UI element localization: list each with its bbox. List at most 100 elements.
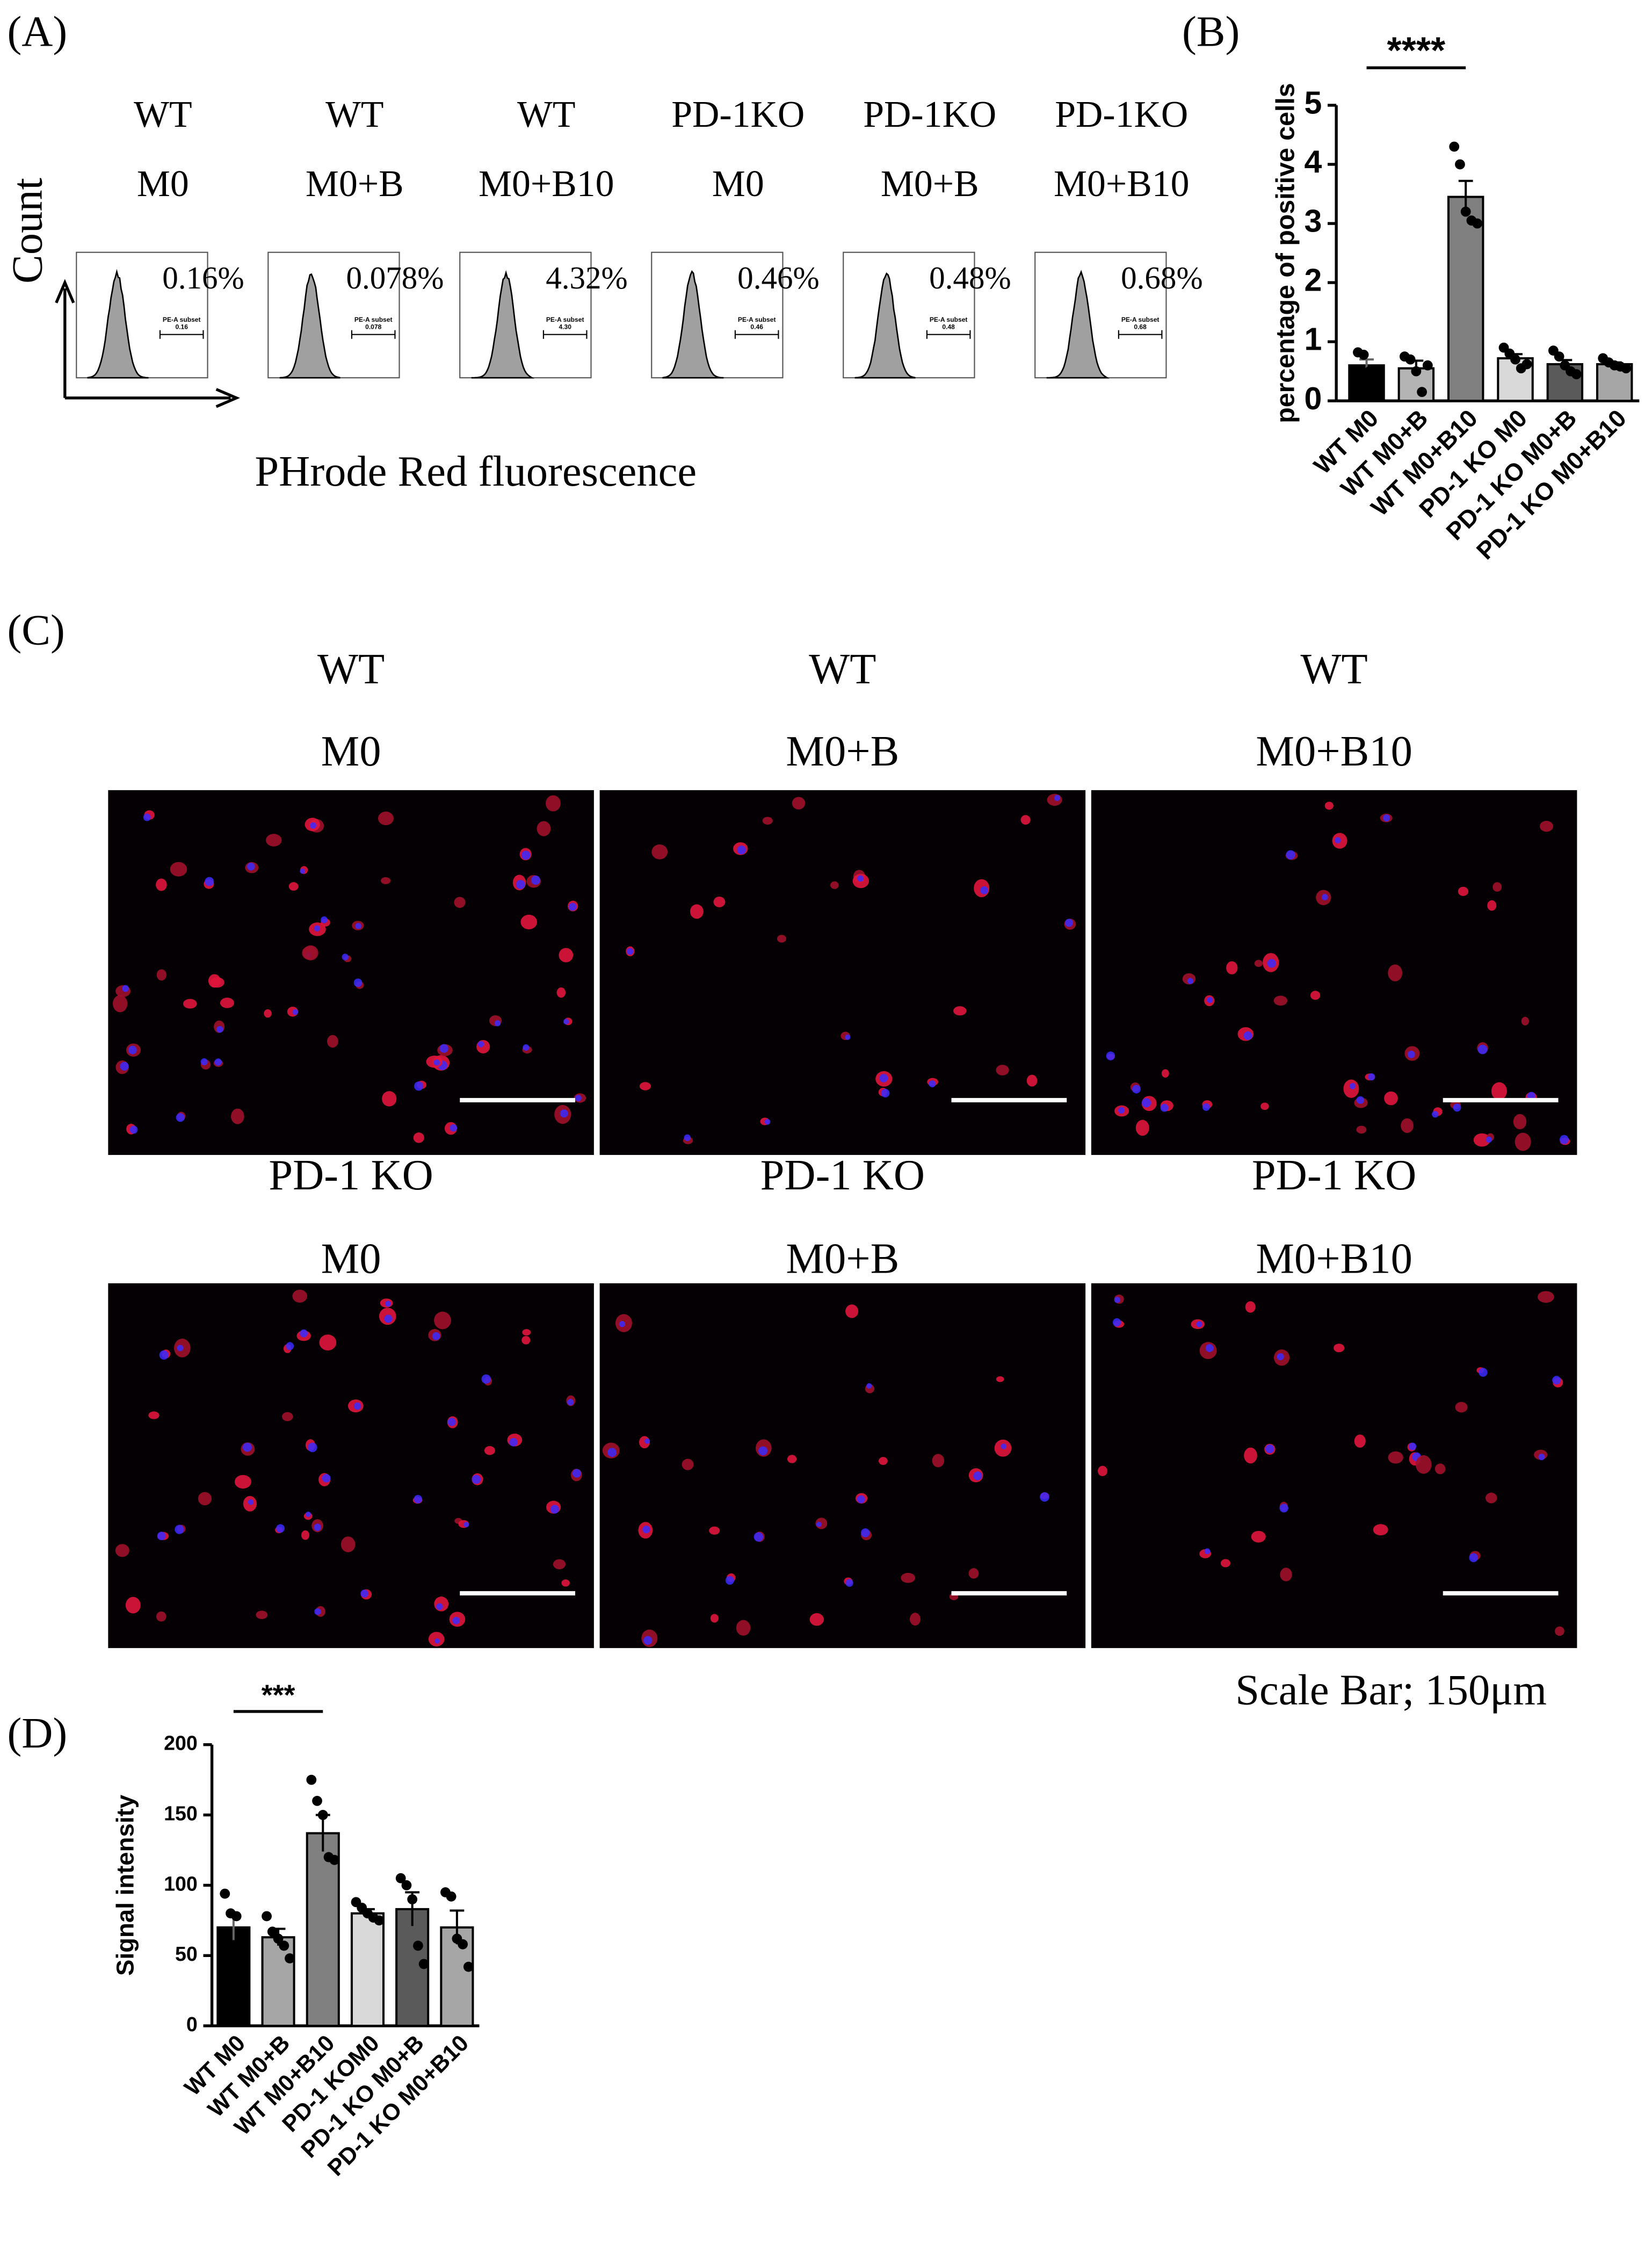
nucleus xyxy=(314,1523,321,1531)
nucleus xyxy=(314,925,321,932)
sample-genotype: WT xyxy=(325,94,383,135)
micrograph-background xyxy=(108,790,594,1155)
y-tick-label: 4 xyxy=(1304,145,1322,180)
histogram-peak xyxy=(662,270,724,379)
gate-value: 4.30 xyxy=(559,323,571,330)
data-point xyxy=(220,1888,230,1899)
cell xyxy=(561,1579,570,1587)
cell xyxy=(713,897,726,907)
image-treatment: M0+B xyxy=(786,727,899,775)
histogram-frame xyxy=(651,251,784,379)
nucleus xyxy=(439,1044,448,1053)
nucleus xyxy=(1538,1454,1545,1461)
nucleus xyxy=(1243,1031,1252,1040)
gate-value: 0.46 xyxy=(750,323,763,330)
cell xyxy=(231,1108,244,1124)
data-point xyxy=(1358,349,1369,360)
cell xyxy=(1492,882,1502,892)
data-point xyxy=(262,1911,272,1922)
data-point xyxy=(1571,369,1582,380)
panel-letter: (A) xyxy=(7,8,67,56)
nucleus xyxy=(477,1041,484,1048)
cell xyxy=(115,1544,129,1557)
nucleus xyxy=(764,1118,771,1125)
cell xyxy=(845,1304,859,1318)
nucleus xyxy=(122,985,129,992)
data-point xyxy=(1510,354,1520,365)
gate-value: 0.16 xyxy=(175,323,188,330)
cell xyxy=(1487,900,1497,911)
nucleus xyxy=(1279,1504,1288,1513)
nucleus xyxy=(857,875,864,882)
y-tick-label: 0 xyxy=(1304,381,1322,416)
data-point xyxy=(237,1965,248,1975)
cell xyxy=(520,914,538,929)
nucleus xyxy=(980,886,988,894)
cell xyxy=(1401,1118,1414,1133)
nucleus xyxy=(1207,997,1213,1003)
cell xyxy=(1486,1492,1497,1504)
nucleus xyxy=(143,813,151,821)
cell xyxy=(148,1411,160,1419)
nucleus xyxy=(860,1528,870,1537)
cell xyxy=(792,797,806,810)
cell xyxy=(537,821,551,836)
gate-label: PE-A subset xyxy=(930,316,968,323)
image-genotype: WT xyxy=(809,645,876,693)
flow-axes xyxy=(55,279,241,408)
cell xyxy=(266,834,282,847)
y-tick-label: 3 xyxy=(1304,204,1322,239)
cell xyxy=(413,1132,424,1143)
nucleus xyxy=(644,1438,650,1444)
nucleus xyxy=(292,1009,299,1015)
nucleus xyxy=(414,1081,424,1091)
nucleus xyxy=(1141,1098,1151,1108)
data-point xyxy=(446,1891,457,1902)
nucleus xyxy=(247,862,255,871)
cell xyxy=(1135,1120,1149,1136)
cell xyxy=(1260,1102,1269,1110)
nucleus xyxy=(286,1342,294,1351)
gate-label: PE-A subset xyxy=(738,316,776,323)
nucleus xyxy=(414,1494,422,1504)
image-genotype: WT xyxy=(317,645,385,693)
nucleus xyxy=(1527,1092,1535,1100)
nucleus xyxy=(434,1638,440,1644)
nucleus xyxy=(607,1448,617,1457)
nucleus xyxy=(307,1442,317,1453)
cell xyxy=(559,948,574,963)
y-axis-label: Signal intensity xyxy=(111,1794,139,1976)
nucleus xyxy=(300,1329,308,1338)
cell xyxy=(639,1082,651,1091)
data-point xyxy=(395,1873,406,1883)
cell xyxy=(183,999,197,1009)
cell xyxy=(1020,815,1031,825)
nucleus xyxy=(1383,814,1390,822)
nucleus xyxy=(305,1511,311,1517)
cell xyxy=(1244,1447,1257,1464)
cell xyxy=(901,1572,916,1583)
nucleus xyxy=(1054,795,1061,802)
nucleus xyxy=(1409,1442,1417,1450)
gate-label: PE-A subset xyxy=(163,316,201,323)
nucleus xyxy=(1349,1083,1356,1089)
data-point xyxy=(1621,363,1632,374)
cell xyxy=(303,945,318,961)
nucleus xyxy=(242,1442,252,1452)
nucleus xyxy=(216,1026,223,1033)
nucleus xyxy=(1205,1344,1214,1352)
bar xyxy=(261,1936,295,2027)
nucleus xyxy=(563,1019,569,1024)
image-treatment: M0 xyxy=(321,727,381,775)
data-point xyxy=(1460,206,1471,217)
data-point xyxy=(285,1953,295,1963)
cell xyxy=(484,1446,495,1455)
cell xyxy=(996,1065,1009,1075)
micrograph-background xyxy=(599,1283,1086,1648)
image-treatment: M0+B10 xyxy=(1256,1235,1412,1283)
cell xyxy=(208,974,221,988)
cell xyxy=(1354,1434,1366,1448)
image-treatment: M0+B10 xyxy=(1256,727,1412,775)
y-tick-label: 50 xyxy=(175,1943,198,1965)
